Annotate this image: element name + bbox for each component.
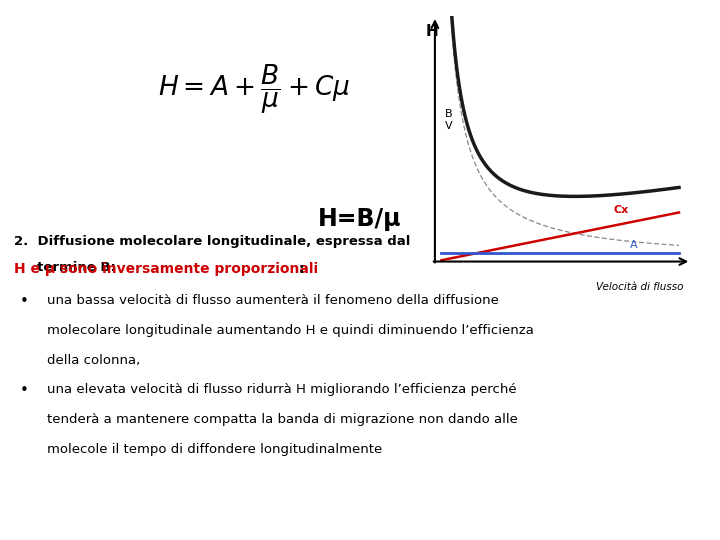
Text: Cx: Cx [614, 205, 629, 214]
Text: tenderà a mantenere compatta la banda di migrazione non dando alle: tenderà a mantenere compatta la banda di… [47, 413, 518, 426]
Text: H: H [425, 24, 438, 38]
Text: B
V: B V [445, 110, 452, 131]
Text: 2.  Diffusione molecolare longitudinale, espressa dal: 2. Diffusione molecolare longitudinale, … [14, 235, 411, 248]
Text: A: A [630, 240, 638, 250]
Text: H e μ sono inversamente proporzionali: H e μ sono inversamente proporzionali [14, 262, 318, 276]
Text: :: : [299, 262, 305, 276]
Text: •: • [20, 383, 29, 399]
Text: una elevata velocità di flusso ridurrà H migliorando l’efficienza perché: una elevata velocità di flusso ridurrà H… [47, 383, 516, 396]
Text: molecolare longitudinale aumentando H e quindi diminuendo l’efficienza: molecolare longitudinale aumentando H e … [47, 324, 534, 337]
Text: termine B:: termine B: [14, 261, 116, 274]
Text: una bassa velocità di flusso aumenterà il fenomeno della diffusione: una bassa velocità di flusso aumenterà i… [47, 294, 499, 307]
Text: H=B/μ: H=B/μ [318, 207, 402, 231]
Text: •: • [20, 294, 29, 309]
Text: della colonna,: della colonna, [47, 354, 140, 367]
Text: Velocità di flusso: Velocità di flusso [596, 282, 683, 292]
Text: molecole il tempo di diffondere longitudinalmente: molecole il tempo di diffondere longitud… [47, 443, 382, 456]
Text: $H = A + \dfrac{B}{\mu} + C\mu$: $H = A + \dfrac{B}{\mu} + C\mu$ [158, 63, 351, 116]
